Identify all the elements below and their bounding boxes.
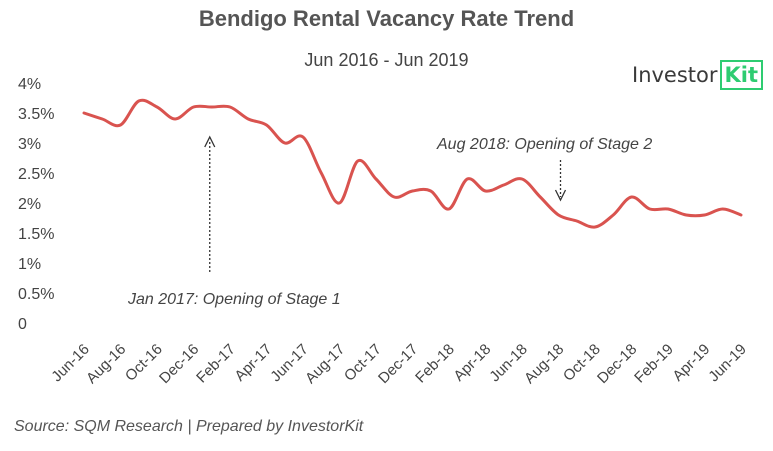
arrowhead-stage-2 <box>554 189 567 202</box>
x-axis-ticks: Jun-16Aug-16Oct-16Dec-16Feb-17Apr-17Jun-… <box>48 341 749 387</box>
y-tick-label: 0 <box>18 316 27 333</box>
chart-subtitle: Jun 2016 - Jun 2019 <box>304 50 469 70</box>
annotation-arrows <box>204 135 567 272</box>
y-tick-label: 3% <box>18 136 41 153</box>
x-tick-label: Apr-19 <box>669 341 713 385</box>
series-layer <box>82 98 743 229</box>
logo-text-investor: Investor <box>632 63 718 87</box>
logo-text-kit: Kit <box>724 63 759 87</box>
x-tick-label: Feb-17 <box>193 341 239 387</box>
annotation-stage-2: Aug 2018: Opening of Stage 2 <box>436 136 652 153</box>
y-tick-label: 0.5% <box>18 286 54 303</box>
x-tick-label: Jun-19 <box>705 341 749 385</box>
x-tick-label: Aug-17 <box>302 341 348 387</box>
x-tick-label: Dec-17 <box>375 341 421 387</box>
annotations: Jan 2017: Opening of Stage 1 Aug 2018: Op… <box>127 136 652 308</box>
x-tick-label: Aug-18 <box>521 341 567 387</box>
y-tick-label: 1% <box>18 256 41 273</box>
x-tick-label: Feb-18 <box>412 341 458 387</box>
y-tick-label: 2.5% <box>18 166 54 183</box>
x-tick-label: Dec-16 <box>156 341 202 387</box>
investorkit-logo: Investor Kit <box>632 60 764 90</box>
series-line <box>82 98 743 229</box>
arrowhead-stage-1 <box>204 135 216 148</box>
x-tick-label: Apr-17 <box>231 341 275 385</box>
y-tick-label: 2% <box>18 196 41 213</box>
chart-title: Bendigo Rental Vacancy Rate Trend <box>198 6 575 31</box>
source-note: Source: SQM Research | Prepared by Inves… <box>14 418 364 435</box>
x-tick-label: Feb-19 <box>631 341 677 387</box>
annotation-stage-1: Jan 2017: Opening of Stage 1 <box>127 291 341 308</box>
y-tick-label: 4% <box>18 76 41 93</box>
y-tick-label: 1.5% <box>18 226 54 243</box>
x-tick-label: Aug-16 <box>83 341 129 387</box>
x-tick-label: Apr-18 <box>450 341 494 385</box>
y-tick-label: 3.5% <box>18 106 54 123</box>
y-axis-ticks: 0 0.5% 1% 1.5% 2% 2.5% 3% 3.5% 4% <box>18 76 54 333</box>
x-tick-label: Dec-18 <box>594 341 640 387</box>
logo-kit-box: Kit <box>719 60 764 90</box>
